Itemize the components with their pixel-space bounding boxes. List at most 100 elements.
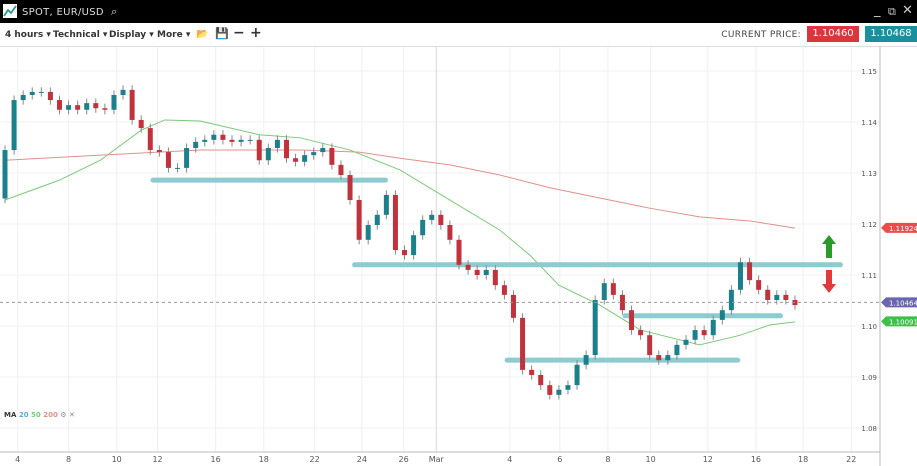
ma200-line [4,149,796,229]
candle [465,264,471,270]
y-tick-label: 1.10 [861,323,877,331]
zoom-out-icon[interactable]: − [233,25,245,41]
ma50-period: 50 [31,411,41,419]
ma-label: MA [4,411,17,419]
candle [392,194,398,251]
candle [256,139,262,161]
candle [492,269,498,286]
x-tick-label: Mar [429,455,445,464]
bid-price-button[interactable]: 1.10460 [807,26,859,42]
candle [747,262,753,281]
candle [565,385,571,390]
y-tick-label: 1.12 [861,221,877,229]
candle [11,100,17,151]
open-folder-icon[interactable]: 📂 [196,29,209,40]
candle [647,335,653,356]
candle [583,355,589,365]
candle [320,148,326,153]
candle [638,330,644,336]
candle [193,141,199,149]
candle [629,310,635,331]
zoom-in-icon[interactable]: + [250,25,262,41]
search-icon[interactable]: ⌕ [110,5,118,18]
candle [365,225,371,240]
candle [156,150,162,153]
minimize-icon[interactable]: _ [874,3,881,18]
price-label-tag [881,222,917,233]
price-chart[interactable]: 1.15 1.14 1.13 1.12 1.11 1.10 1.09 1.08 4 8 10 12 16… [0,47,917,466]
candle [765,289,771,300]
candle [529,369,535,375]
candle [329,148,335,165]
candle [656,355,662,361]
save-icon[interactable]: 💾 [215,27,229,40]
price-label: 1.10464 [889,299,917,307]
display-dropdown[interactable]: Display ▾ [109,30,154,40]
candle [438,214,444,226]
toolbar: 4 hours ▾ Technical ▾ Display ▾ More ▾ 📂… [0,23,917,47]
candle [783,294,789,300]
price-label: 1.11924 [889,225,917,233]
candle [302,155,308,162]
candle [84,103,90,110]
title-group: SPOT, EUR/USD ⌕ [22,5,117,19]
candle [56,100,62,110]
candle [619,294,625,311]
candle [719,310,725,320]
candle [674,344,680,356]
candle [692,330,698,340]
candle [665,355,671,361]
candle [311,152,317,156]
candle [165,152,171,168]
technical-dropdown[interactable]: Technical ▾ [53,30,108,40]
candle [447,225,453,240]
candle [701,330,707,336]
candle [356,200,362,240]
candle [574,364,580,386]
candle [547,385,553,395]
remove-indicator-icon[interactable]: ✕ [68,411,75,419]
x-tick-label: 16 [751,455,761,464]
candle [737,262,743,290]
candle [283,139,289,159]
candle [102,108,108,110]
more-dropdown[interactable]: More ▾ [157,30,191,40]
candle [220,134,226,140]
x-tick-label: 22 [310,455,320,464]
candle [474,269,480,275]
x-tick-label: 16 [211,455,221,464]
candle [556,389,562,395]
x-tick-label: 12 [152,455,162,464]
candle [75,105,81,110]
x-tick-label: 4 [507,455,512,464]
timeframe-dropdown[interactable]: 4 hours ▾ [5,30,51,40]
chart-logo-icon [3,4,17,18]
candle [293,158,299,162]
candle [2,150,8,199]
candle [20,94,26,101]
candle [483,269,489,275]
candle [338,164,344,176]
ask-price-button[interactable]: 1.10468 [865,26,917,42]
candle [683,339,689,345]
x-tick-label: 6 [557,455,562,464]
popout-icon[interactable]: ⧉ [888,5,896,18]
x-tick-label: 26 [399,455,409,464]
close-icon[interactable]: ✕ [902,3,913,18]
candle [429,214,435,220]
candle [265,148,271,161]
ma20-period: 20 [18,411,29,419]
candle [501,285,507,295]
ma200-period: 200 [43,411,58,419]
x-tick-label: 10 [112,455,122,464]
candle [411,235,417,256]
candle [202,139,208,142]
candle [456,239,462,265]
x-tick-label: 24 [357,455,367,464]
ma-indicator-legend: MA 20 50 200 ⚙ ✕ [4,411,75,419]
settings-icon[interactable]: ⚙ [60,411,67,419]
candle [211,134,217,140]
price-label: 1.10091 [889,318,917,326]
candle [610,283,616,295]
y-tick-label: 1.08 [861,425,877,433]
